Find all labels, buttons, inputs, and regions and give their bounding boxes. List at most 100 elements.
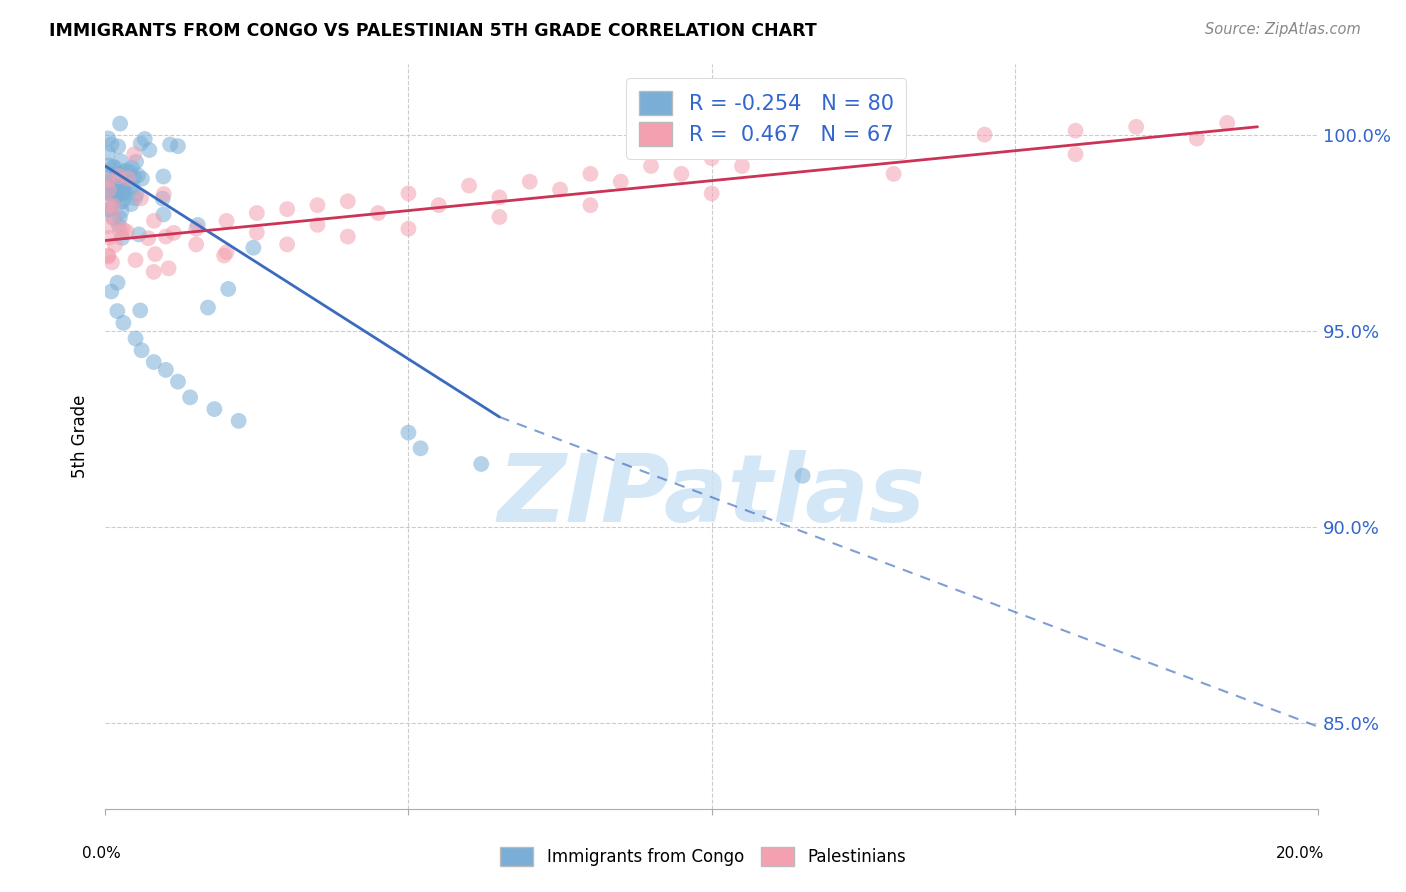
Point (100, 167, 122, 181)
Point (307, 218, 329, 232)
Point (128, 227, 150, 242)
Point (98, 230, 121, 244)
Point (105, 180, 128, 194)
Point (157, 261, 180, 276)
Point (97, 219, 120, 234)
Point (122, 147, 145, 161)
Point (761, 144, 783, 158)
Point (108, 182, 131, 196)
Point (110, 203, 132, 218)
Point (97, 145, 120, 160)
Point (398, 425, 420, 440)
Point (700, 151, 723, 165)
Point (110, 194, 132, 209)
Point (609, 175, 631, 189)
Y-axis label: 5th Grade: 5th Grade (72, 395, 89, 478)
Point (246, 226, 269, 240)
Point (110, 154, 132, 169)
Point (111, 231, 134, 245)
Point (108, 211, 131, 225)
Point (1125, 120, 1147, 134)
Point (107, 218, 129, 232)
Point (143, 247, 166, 261)
Point (112, 223, 135, 237)
Point (122, 170, 145, 185)
Point (97, 173, 120, 187)
Point (127, 169, 149, 183)
Point (134, 132, 156, 146)
Point (125, 187, 148, 202)
Point (792, 468, 814, 483)
Point (186, 237, 208, 252)
Point (97, 176, 120, 190)
Point (153, 187, 176, 202)
Text: ZIPatlas: ZIPatlas (498, 450, 925, 542)
Point (105, 304, 128, 318)
Legend: R = -0.254   N = 80, R =  0.467   N = 67: R = -0.254 N = 80, R = 0.467 N = 67 (626, 78, 907, 159)
Point (186, 221, 208, 235)
Point (100, 186, 122, 201)
Point (187, 218, 209, 232)
Point (163, 226, 186, 240)
Point (671, 167, 693, 181)
Point (97, 248, 120, 262)
Point (367, 206, 389, 220)
Point (731, 159, 754, 173)
Point (107, 188, 129, 202)
Point (100, 285, 122, 299)
Point (117, 176, 139, 190)
Point (120, 197, 142, 211)
Text: Source: ZipAtlas.com: Source: ZipAtlas.com (1205, 22, 1361, 37)
Point (883, 167, 905, 181)
Point (152, 169, 174, 184)
Point (97, 198, 120, 212)
Point (129, 191, 152, 205)
Point (97, 131, 120, 145)
Point (242, 241, 264, 255)
Point (124, 331, 146, 345)
Point (159, 137, 181, 152)
Point (973, 128, 995, 142)
Point (129, 303, 152, 318)
Point (107, 168, 129, 182)
Point (155, 229, 177, 244)
Point (97, 186, 120, 201)
Point (115, 225, 138, 239)
Point (97, 249, 120, 263)
Point (307, 198, 329, 212)
Point (124, 253, 146, 268)
Point (336, 229, 359, 244)
Point (143, 214, 166, 228)
Text: 0.0%: 0.0% (82, 847, 121, 861)
Point (1064, 147, 1087, 161)
Point (105, 189, 128, 203)
Point (142, 265, 165, 279)
Point (155, 363, 177, 377)
Point (197, 301, 219, 315)
Point (97, 158, 120, 172)
Point (336, 194, 359, 209)
Point (579, 167, 602, 181)
Point (117, 171, 139, 186)
Point (101, 211, 124, 225)
Point (104, 180, 127, 194)
Point (100, 137, 122, 152)
Point (107, 276, 129, 290)
Point (398, 186, 420, 201)
Point (101, 198, 124, 212)
Point (136, 231, 159, 245)
Point (470, 457, 492, 471)
Point (519, 175, 541, 189)
Point (108, 178, 131, 193)
Point (548, 182, 571, 196)
Point (458, 178, 481, 193)
Point (217, 282, 239, 296)
Point (1064, 124, 1087, 138)
Point (152, 207, 174, 221)
Point (111, 181, 134, 195)
Point (103, 160, 125, 174)
Point (179, 390, 201, 404)
Point (1216, 116, 1239, 130)
Point (124, 191, 146, 205)
Text: 20.0%: 20.0% (1277, 847, 1324, 861)
